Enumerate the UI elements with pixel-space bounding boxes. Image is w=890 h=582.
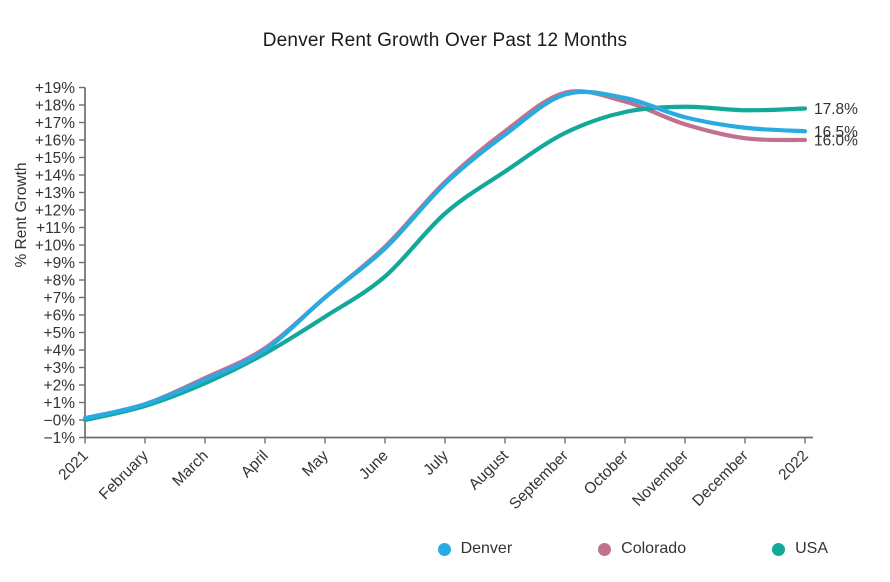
x-tick-label: March bbox=[169, 447, 211, 489]
y-tick-label: +10% bbox=[35, 238, 75, 255]
x-tick-label: August bbox=[466, 447, 513, 494]
colorado-legend-dot-icon bbox=[598, 542, 612, 556]
x-tick-label: July bbox=[420, 447, 452, 479]
y-tick-label: +13% bbox=[35, 185, 75, 202]
series-line-denver bbox=[82, 89, 808, 421]
legend-label: Denver bbox=[460, 540, 513, 557]
x-tick-label: 2021 bbox=[55, 447, 91, 483]
y-tick-label: +2% bbox=[44, 378, 76, 395]
y-tick-label: +19% bbox=[35, 80, 75, 97]
end-value-label-denver: 16.5% bbox=[814, 124, 858, 141]
legend-item-denver[interactable]: Denver bbox=[437, 540, 513, 558]
x-tick-label: December bbox=[689, 447, 752, 510]
y-tick-label: +14% bbox=[35, 168, 75, 185]
usa-legend-dot-icon bbox=[772, 542, 786, 556]
x-tick-label: 2022 bbox=[775, 447, 811, 483]
legend-item-colorado[interactable]: Colorado bbox=[598, 540, 686, 558]
y-tick-label: −1% bbox=[44, 430, 76, 447]
y-tick-label: +6% bbox=[44, 308, 76, 325]
x-tick-label: June bbox=[356, 447, 392, 483]
y-tick-label: +1% bbox=[44, 395, 76, 412]
series-line-usa bbox=[82, 104, 808, 423]
chart-title: Denver Rent Growth Over Past 12 Months bbox=[262, 30, 628, 51]
y-tick-label: +8% bbox=[44, 273, 76, 290]
denver-legend-dot-icon bbox=[437, 542, 451, 556]
chart-legend: Denver Colorado USA bbox=[437, 540, 828, 558]
end-value-label-usa: 17.8% bbox=[814, 101, 858, 118]
y-tick-label: +7% bbox=[44, 290, 76, 307]
y-tick-label: +17% bbox=[35, 115, 75, 132]
legend-item-usa[interactable]: USA bbox=[772, 540, 828, 558]
y-tick-label: +3% bbox=[44, 360, 76, 377]
x-tick-label: November bbox=[629, 447, 692, 510]
y-tick-label: +9% bbox=[44, 255, 76, 272]
y-tick-label: +11% bbox=[36, 220, 75, 237]
y-tick-label: −0% bbox=[44, 413, 76, 430]
y-tick-label: +15% bbox=[35, 150, 75, 167]
y-tick-label: +5% bbox=[44, 325, 76, 342]
end-value-label-colorado: 16.0% bbox=[814, 133, 858, 150]
x-tick-label: September bbox=[506, 447, 572, 513]
y-tick-label: +18% bbox=[35, 98, 75, 115]
x-tick-label: October bbox=[581, 447, 632, 498]
x-tick-label: February bbox=[96, 447, 152, 503]
x-tick-label: May bbox=[299, 447, 332, 480]
series-line-colorado bbox=[82, 89, 808, 421]
y-axis-title: % Rent Growth bbox=[13, 162, 30, 268]
x-tick-label: April bbox=[238, 447, 272, 481]
y-tick-label: +4% bbox=[44, 343, 76, 360]
y-tick-label: +12% bbox=[35, 203, 75, 220]
legend-label: Colorado bbox=[621, 540, 687, 557]
y-tick-label: +16% bbox=[35, 133, 75, 150]
legend-label: USA bbox=[795, 540, 828, 557]
